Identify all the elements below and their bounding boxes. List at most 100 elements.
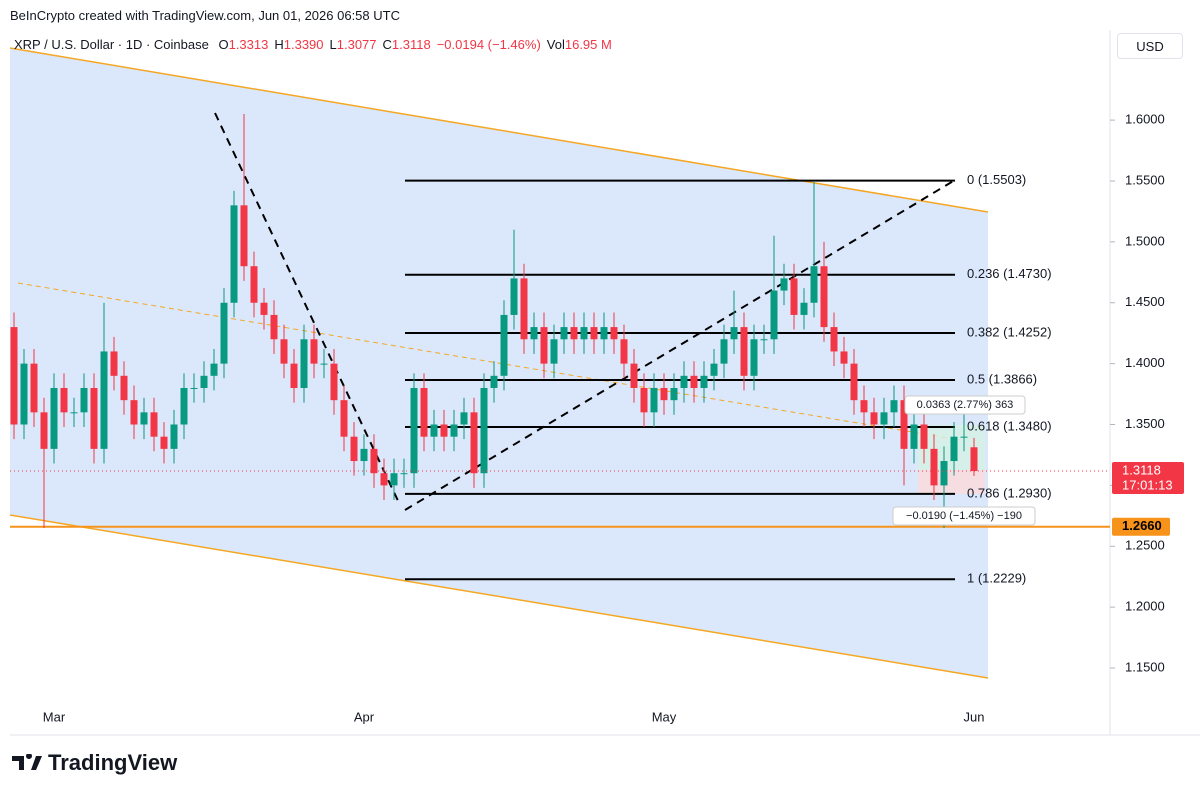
- x-tick-label: May: [652, 709, 677, 724]
- candle-body: [760, 339, 768, 341]
- candle-body: [40, 412, 48, 449]
- candle-body: [750, 339, 758, 376]
- candle-body: [680, 375, 688, 388]
- candle-body: [480, 387, 488, 474]
- candle-body: [210, 363, 218, 376]
- candle-body: [240, 205, 248, 267]
- x-tick-label: Jun: [964, 709, 985, 724]
- candle-body: [180, 387, 188, 425]
- candle-body: [670, 387, 678, 401]
- candle-body: [940, 461, 948, 486]
- candle-body: [20, 363, 28, 425]
- y-tick-label: 1.4000: [1125, 355, 1165, 370]
- fib-label: 0.618 (1.3480): [967, 418, 1052, 433]
- fib-label: 0.5 (1.3866): [967, 371, 1037, 386]
- candle-body: [590, 327, 598, 340]
- candle-body: [100, 351, 108, 449]
- candle-body: [270, 314, 278, 340]
- candle-body: [780, 278, 788, 291]
- candle-body: [970, 447, 978, 472]
- candle-body: [470, 412, 478, 474]
- legend-label: L: [329, 37, 337, 52]
- candle-body: [370, 448, 378, 474]
- candle-body: [320, 363, 328, 365]
- candle-body: [290, 363, 298, 388]
- y-tick-label: 1.2000: [1125, 599, 1165, 614]
- candle-body: [380, 473, 388, 486]
- y-tick-label: 1.5500: [1125, 172, 1165, 187]
- legend-items: O1.3313 H1.3390 L1.3077 C1.3118 −0.0194 (−1.…: [212, 37, 611, 52]
- candle-body: [70, 412, 78, 414]
- candle-body: [300, 339, 308, 388]
- legend-value: 16.95 M: [564, 37, 612, 52]
- candle-body: [920, 424, 928, 449]
- candle-body: [560, 327, 568, 340]
- candle-body: [130, 400, 138, 425]
- candle-body: [330, 363, 338, 401]
- candle-body: [60, 387, 68, 413]
- candle-body: [410, 387, 418, 474]
- candle-body: [520, 278, 528, 340]
- logo-text: TradingView: [48, 750, 178, 775]
- header: BeInCrypto created with TradingView.com,…: [10, 8, 400, 23]
- candle-body: [190, 387, 198, 389]
- candle-body: [700, 375, 708, 388]
- candle-body: [420, 387, 428, 437]
- candle-body: [690, 375, 698, 388]
- candle-body: [350, 436, 358, 462]
- last-price-label: 1.3118: [1122, 462, 1161, 477]
- legend-value: 1.3390: [283, 37, 324, 52]
- legend-label: C: [382, 37, 392, 52]
- candle-body: [500, 314, 508, 376]
- marks: 1.15001.20001.25001.30001.35001.40001.45…: [10, 112, 1184, 724]
- candle-body: [820, 266, 828, 328]
- fib-label: 0.382 (1.4252): [967, 324, 1052, 339]
- candle-body: [90, 387, 98, 449]
- candle-body: [860, 400, 868, 413]
- candle-body: [460, 412, 468, 425]
- support-tag: [1112, 517, 1170, 536]
- countdown: 17:01:13: [1122, 477, 1173, 492]
- fib-label: 0 (1.5503): [967, 172, 1026, 187]
- candle-body: [640, 387, 648, 413]
- candle-body: [50, 387, 58, 449]
- candle-body: [110, 351, 118, 376]
- support-label: 1.2660: [1122, 518, 1162, 533]
- candle-body: [900, 400, 908, 449]
- annotation-box: [904, 395, 1026, 415]
- candle-body: [730, 327, 738, 340]
- candle-body: [800, 302, 808, 315]
- last-price-tag: [1112, 462, 1184, 495]
- channel-mid: [17, 282, 961, 441]
- fib-label: 0.236 (1.4730): [967, 266, 1052, 281]
- candle-body: [360, 448, 368, 462]
- candle-body: [280, 339, 288, 364]
- legend-value: 1.3313: [228, 37, 269, 52]
- candle-body: [630, 363, 638, 388]
- candle-body: [220, 302, 228, 364]
- candle-body: [950, 436, 958, 462]
- candle-body: [150, 412, 158, 437]
- channel-lower: [9, 514, 989, 679]
- candle-body: [660, 387, 668, 401]
- symbol: XRP / U.S. Dollar · 1D · Coinbase: [14, 37, 209, 52]
- candle-body: [960, 436, 968, 438]
- candle-body: [910, 424, 918, 449]
- candle-body: [810, 266, 818, 303]
- legend-value: 1.3118: [391, 37, 431, 52]
- candle-body: [310, 339, 318, 364]
- candle-body: [170, 424, 178, 449]
- candle-body: [200, 375, 208, 388]
- candle-body: [610, 327, 618, 340]
- candle-body: [600, 327, 608, 340]
- candle-body: [490, 375, 498, 388]
- candle-body: [930, 448, 938, 486]
- candle-body: [440, 424, 448, 437]
- candle-body: [830, 327, 838, 352]
- candle-body: [880, 412, 888, 425]
- candle-body: [620, 339, 628, 364]
- candle-body: [10, 327, 18, 425]
- currency-button[interactable]: USD: [1117, 33, 1183, 59]
- logo: TradingView: [12, 750, 177, 776]
